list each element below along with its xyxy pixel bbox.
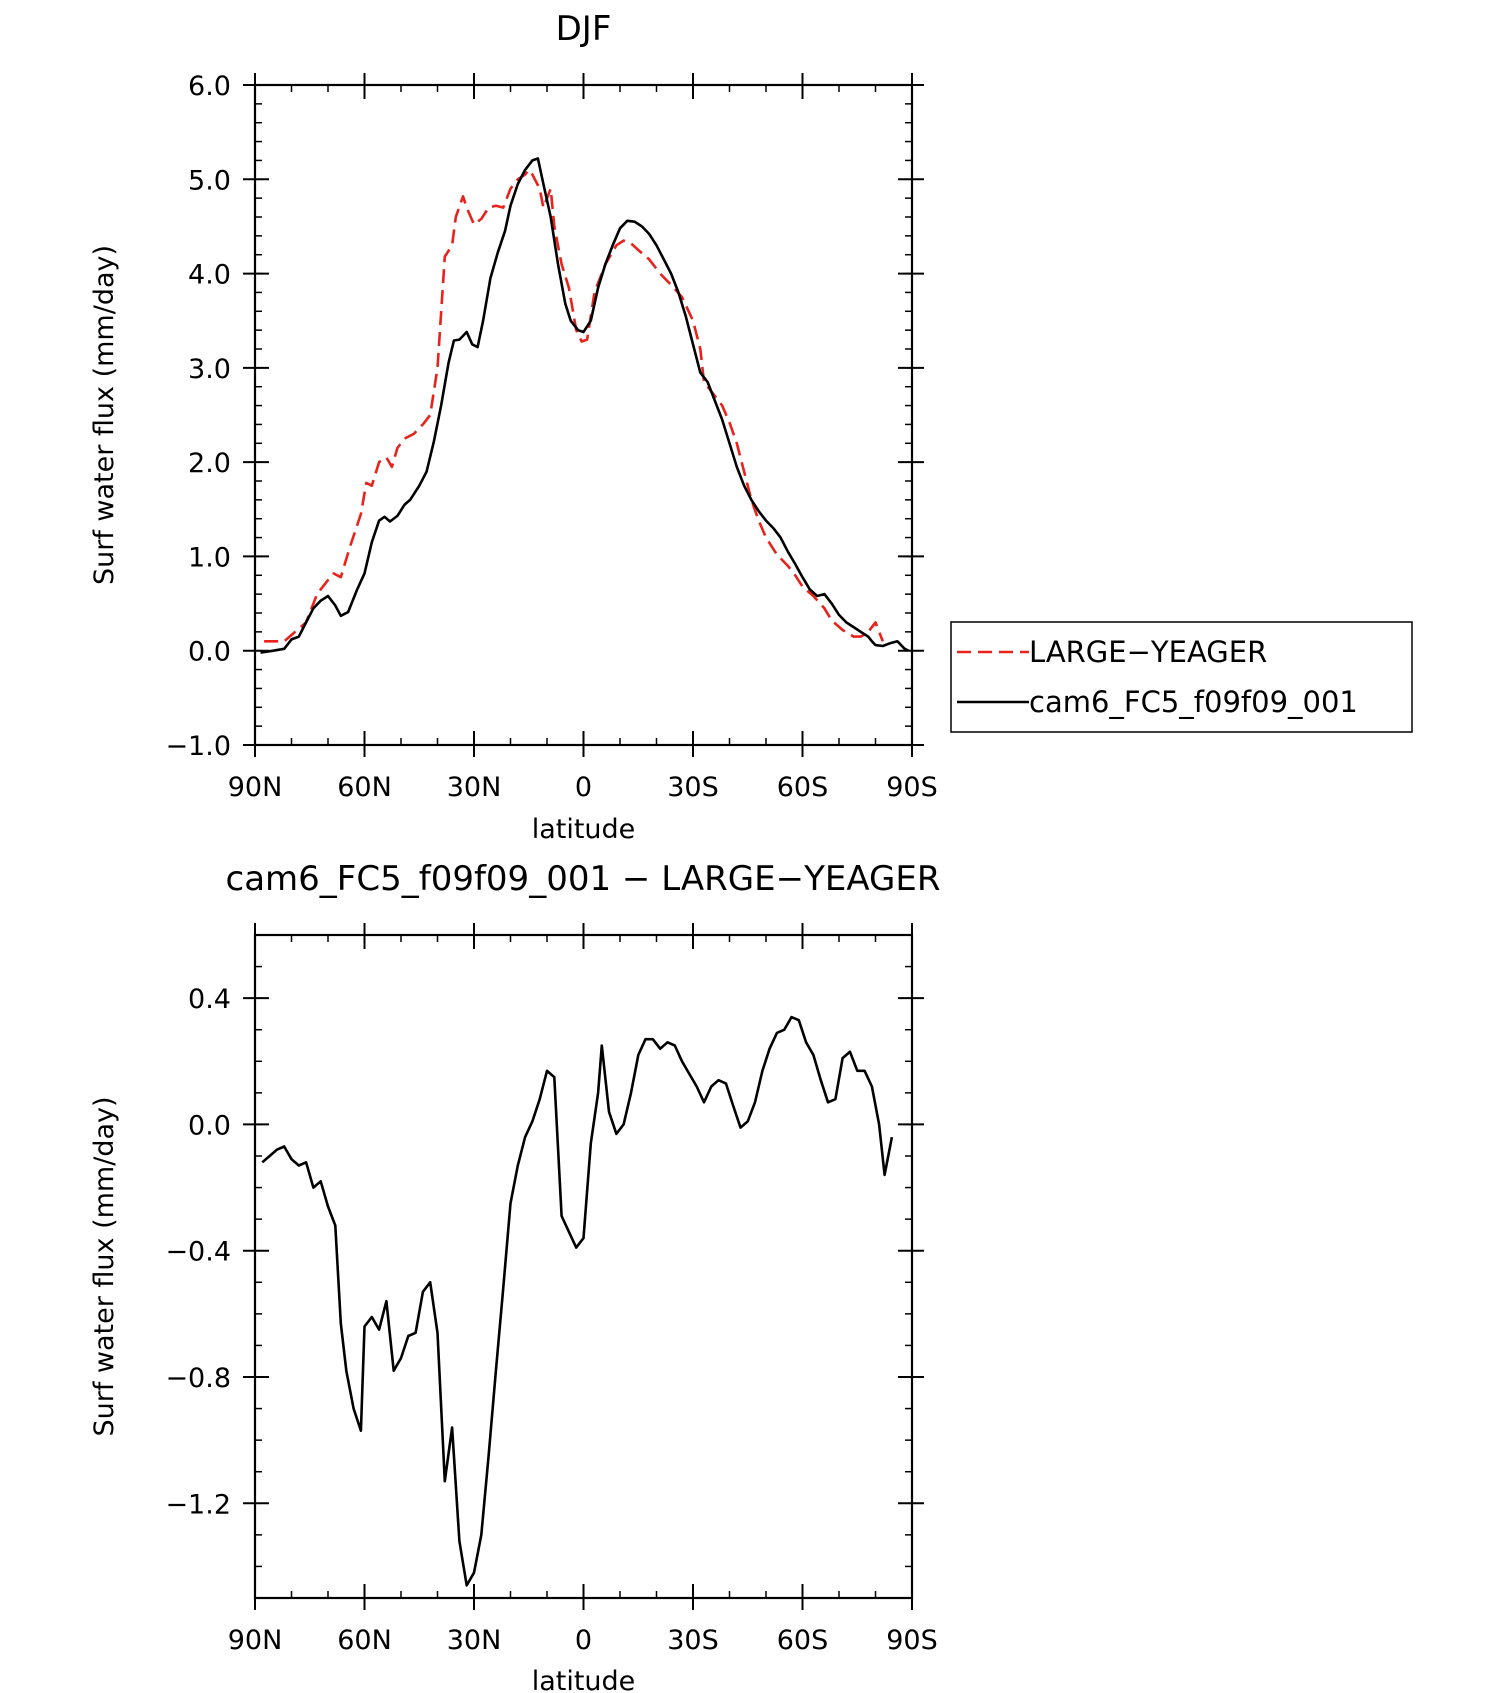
chart-title: cam6_FC5_f09f09_001 − LARGE−YEAGER [226,859,941,899]
bottom-panel-difference: cam6_FC5_f09f09_001 − LARGE−YEAGER 90N 60… [89,859,940,1693]
x-tick-label: 30N [447,1625,502,1656]
legend-label-cam6: cam6_FC5_f09f09_001 [1029,685,1358,719]
x-tick-label: 30S [667,772,719,803]
x-tick-label: 90S [886,1625,938,1656]
x-axis-label: latitude [532,814,636,845]
x-tick-label: 90N [228,772,283,803]
y-tick-label: 3.0 [188,354,231,385]
x-tick-label: 60S [777,772,829,803]
y-tick-label: 6.0 [188,71,231,102]
x-axis-label: latitude [532,1666,636,1693]
y-tick-label: 0.4 [188,984,231,1015]
legend: LARGE−YEAGER cam6_FC5_f09f09_001 [950,621,1413,733]
y-tick-label: 4.0 [188,260,231,291]
x-tick-label: 60N [337,772,392,803]
y-tick-label: 5.0 [188,165,231,196]
plot-frame [253,933,914,1600]
x-tick-label: 0 [575,1625,592,1656]
top-panel-djf: DJF 90N 60N 30N 0 30S 60S 90S 6.0 5.0 4.0 3.0 2.0 1.… [89,9,938,845]
x-tick-label: 90N [228,1625,283,1656]
y-tick-label: −1.2 [165,1489,231,1520]
plot-area: 90N 60N 30N 0 30S 60S 90S 0.4 0.0 −0.4 −0.8 −1.2 [165,923,938,1656]
legend-label-large-yeager: LARGE−YEAGER [1029,635,1267,669]
x-tick-label: 90S [886,772,938,803]
y-tick-label: 2.0 [188,448,231,479]
legend-box [950,621,1413,733]
x-tick-label: 30S [667,1625,719,1656]
y-tick-label: 1.0 [188,542,231,573]
series-line-1 [260,157,909,654]
y-tick-label: −0.8 [165,1363,231,1394]
y-tick-label: −1.0 [165,731,231,762]
y-tick-label: 0.0 [188,1110,231,1141]
chart-title: DJF [556,9,612,49]
y-tick-label: −0.4 [165,1237,231,1268]
x-tick-label: 60S [777,1625,829,1656]
plot-frame [253,83,914,747]
y-tick-label: 0.0 [188,637,231,668]
x-tick-label: 0 [575,772,592,803]
y-axis-label: Surf water flux (mm/day) [89,1096,120,1436]
x-tick-label: 30N [447,772,502,803]
series-line-0 [261,1015,894,1587]
plot-area: 90N 60N 30N 0 30S 60S 90S 6.0 5.0 4.0 3.0 2.0 1.0 0.0… [165,71,937,803]
series-line-0 [264,168,885,643]
y-axis-label: Surf water flux (mm/day) [89,245,120,585]
x-tick-label: 60N [337,1625,392,1656]
